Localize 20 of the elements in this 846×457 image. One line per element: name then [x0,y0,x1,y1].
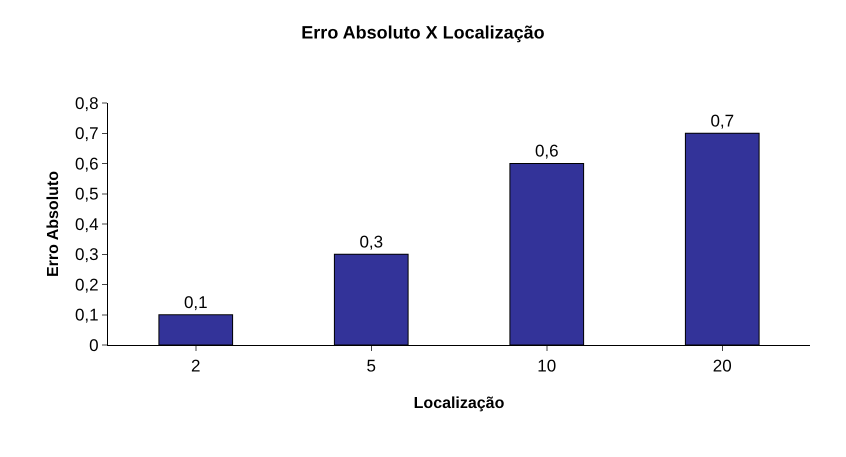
y-tick-label: 0,3 [74,245,99,264]
y-tick-label: 0,5 [74,184,99,204]
y-tick-label: 0 [89,336,99,355]
y-tick-label: 0,6 [74,154,99,174]
y-tick-label: 0,1 [74,306,99,325]
y-axis-title: Erro Absoluto [44,170,62,278]
data-label: 0,7 [710,111,734,130]
y-tick-label: 0,2 [74,275,99,294]
y-tick-label: 0,4 [74,214,99,234]
data-label: 0,3 [359,232,384,252]
x-axis-title: Localização [414,395,505,412]
x-tick-label: 5 [366,356,376,376]
x-tick-label: 20 [712,356,732,376]
x-tick-label: 2 [191,356,200,376]
y-tick-label: 0,8 [74,94,99,113]
x-tick-label: 10 [537,356,556,376]
data-label: 0,1 [184,292,208,312]
y-tick-label: 0,7 [74,124,99,144]
chart-title: Erro Absoluto X Localização [301,22,545,42]
data-label: 0,6 [534,142,559,160]
